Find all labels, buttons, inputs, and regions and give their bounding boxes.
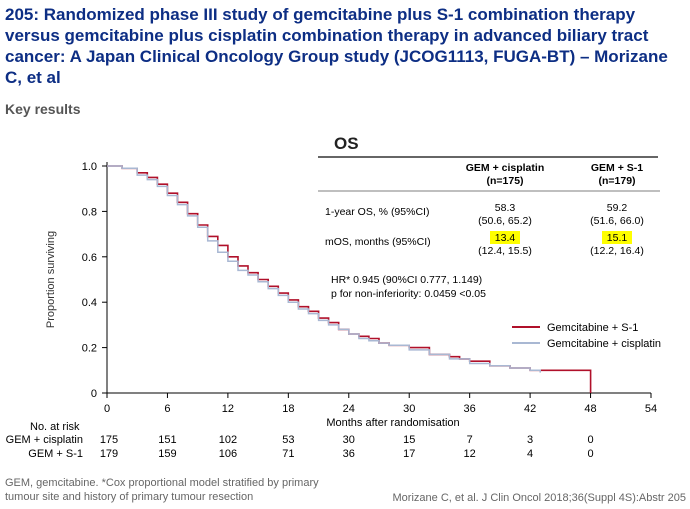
legend-label: Gemcitabine + cisplatin: [547, 338, 661, 350]
y-tick-label: 0.2: [82, 343, 97, 355]
table-header-cell: (n=175): [486, 175, 523, 187]
chart-title: OS: [334, 134, 359, 153]
x-tick-label: 48: [584, 403, 596, 415]
at-risk-row-label: GEM + S-1: [28, 448, 83, 460]
table-cell: (12.4, 15.5): [478, 245, 532, 257]
x-tick-label: 24: [343, 403, 355, 415]
table-row-label: mOS, months (95%CI): [325, 236, 431, 248]
series-line-cisplatin: [107, 165, 541, 373]
y-tick-label: 0: [91, 388, 97, 400]
table-cell: (50.6, 65.2): [478, 215, 532, 227]
table-cell: 13.4: [495, 232, 516, 244]
y-axis-label: Proportion surviving: [45, 231, 57, 328]
at-risk-value: 175: [100, 434, 118, 446]
at-risk-value: 3: [527, 434, 533, 446]
table-header-cell: GEM + cisplatin: [466, 162, 544, 174]
citation: Morizane C, et al. J Clin Oncol 2018;36(…: [392, 492, 686, 504]
at-risk-value: 53: [282, 434, 294, 446]
x-tick-label: 54: [645, 403, 657, 415]
footnote: GEM, gemcitabine. *Cox proportional mode…: [5, 477, 319, 503]
at-risk-value: 30: [343, 434, 355, 446]
at-risk-value: 159: [158, 448, 176, 460]
x-tick-label: 0: [104, 403, 110, 415]
y-tick-label: 0.8: [82, 206, 97, 218]
hr-annotation: HR* 0.945 (90%CI 0.777, 1.149): [331, 274, 482, 286]
table-row-label: 1-year OS, % (95%CI): [325, 206, 429, 218]
legend-label: Gemcitabine + S-1: [547, 322, 638, 334]
at-risk-value: 4: [527, 448, 533, 460]
results-table-bg: [318, 158, 660, 264]
at-risk-row-label: GEM + cisplatin: [6, 434, 83, 446]
y-tick-label: 0.6: [82, 252, 97, 264]
at-risk-value: 15: [403, 434, 415, 446]
at-risk-value: 0: [587, 434, 593, 446]
at-risk-value: 71: [282, 448, 294, 460]
x-tick-label: 18: [282, 403, 294, 415]
at-risk-value: 7: [467, 434, 473, 446]
x-tick-label: 30: [403, 403, 415, 415]
slide-subtitle: Key results: [5, 101, 81, 117]
x-axis-label: Months after randomisation: [326, 417, 459, 429]
table-cell: (12.2, 16.4): [590, 245, 644, 257]
table-header-cell: (n=179): [598, 175, 635, 187]
hr-annotation: p for non-inferiority: 0.0459 <0.05: [331, 288, 486, 300]
table-cell: 15.1: [607, 232, 628, 244]
at-risk-value: 102: [219, 434, 237, 446]
x-tick-label: 12: [222, 403, 234, 415]
at-risk-value: 0: [587, 448, 593, 460]
at-risk-value: 106: [219, 448, 237, 460]
highlight-mark: [602, 231, 632, 244]
at-risk-value: 179: [100, 448, 118, 460]
x-tick-label: 42: [524, 403, 536, 415]
table-cell: 59.2: [607, 202, 628, 214]
y-tick-label: 1.0: [82, 161, 97, 173]
x-tick-label: 36: [464, 403, 476, 415]
table-header-cell: GEM + S-1: [591, 162, 643, 174]
highlight-mark: [490, 231, 520, 244]
at-risk-value: 151: [158, 434, 176, 446]
table-cell: 58.3: [495, 202, 516, 214]
at-risk-title: No. at risk: [30, 421, 80, 433]
slide-header: 205: Randomized phase III study of gemci…: [0, 0, 690, 95]
at-risk-value: 36: [343, 448, 355, 460]
y-tick-label: 0.4: [82, 297, 97, 309]
at-risk-value: 17: [403, 448, 415, 460]
x-tick-label: 6: [164, 403, 170, 415]
at-risk-value: 12: [464, 448, 476, 460]
table-cell: (51.6, 66.0): [590, 215, 644, 227]
slide-title: 205: Randomized phase III study of gemci…: [5, 5, 668, 87]
